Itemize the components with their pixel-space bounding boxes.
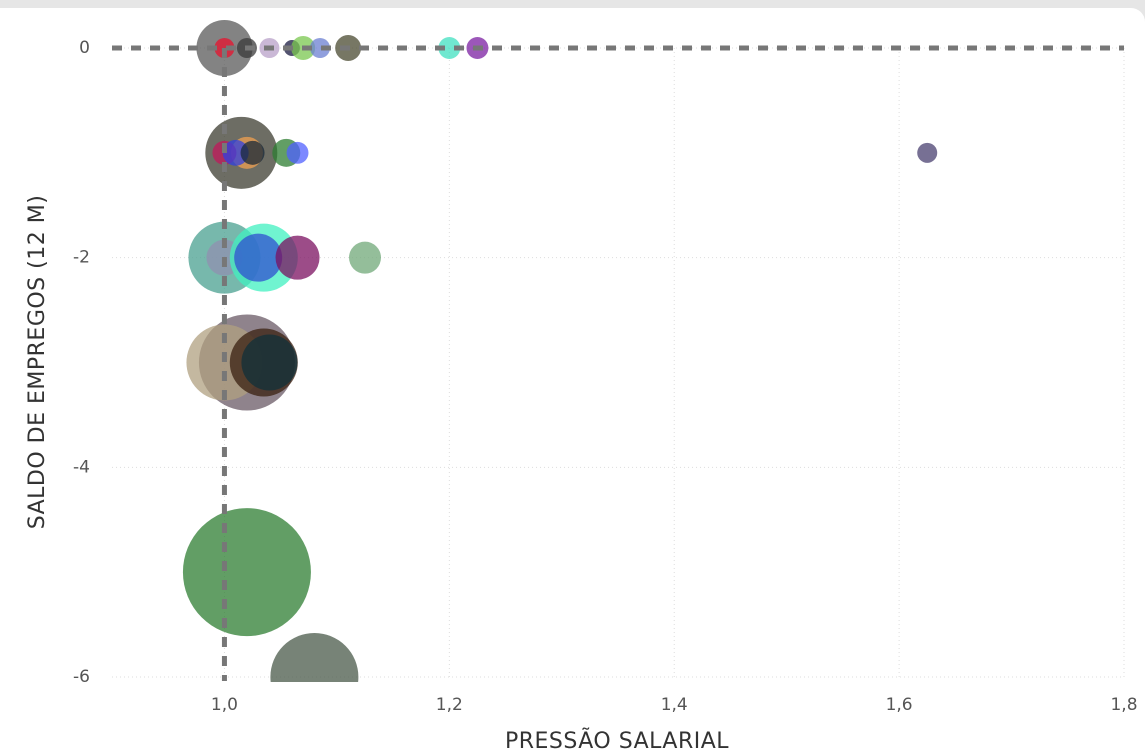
y-tick-label: -6	[73, 667, 90, 687]
x-tick-label: 1,4	[661, 695, 688, 715]
bubble	[222, 139, 249, 166]
bubble	[286, 141, 309, 164]
bubble	[349, 241, 381, 274]
card	[0, 8, 1145, 756]
bubble	[241, 334, 298, 391]
bubble	[182, 508, 311, 637]
x-tick-label: 1,2	[436, 695, 463, 715]
reference-lines	[112, 45, 1124, 681]
bubble	[275, 235, 320, 280]
x-tick-label: 1,0	[211, 695, 238, 715]
y-tick-label: -2	[73, 248, 90, 268]
bubble	[310, 38, 331, 58]
bubbles	[182, 20, 938, 682]
bubble	[438, 37, 461, 59]
bubble	[270, 633, 359, 682]
y-axis-title: SALDO DE EMPREGOS (12 M)	[25, 195, 50, 530]
bubble	[917, 142, 938, 163]
bubble	[240, 140, 265, 165]
x-tick-label: 1,6	[886, 695, 913, 715]
x-tick-label: 1,8	[1110, 695, 1137, 715]
bubble	[234, 233, 283, 282]
y-tick-label: -4	[73, 457, 90, 477]
y-tick-label: 0	[79, 38, 90, 58]
x-axis-title: PRESSÃO SALARIAL	[505, 727, 729, 754]
